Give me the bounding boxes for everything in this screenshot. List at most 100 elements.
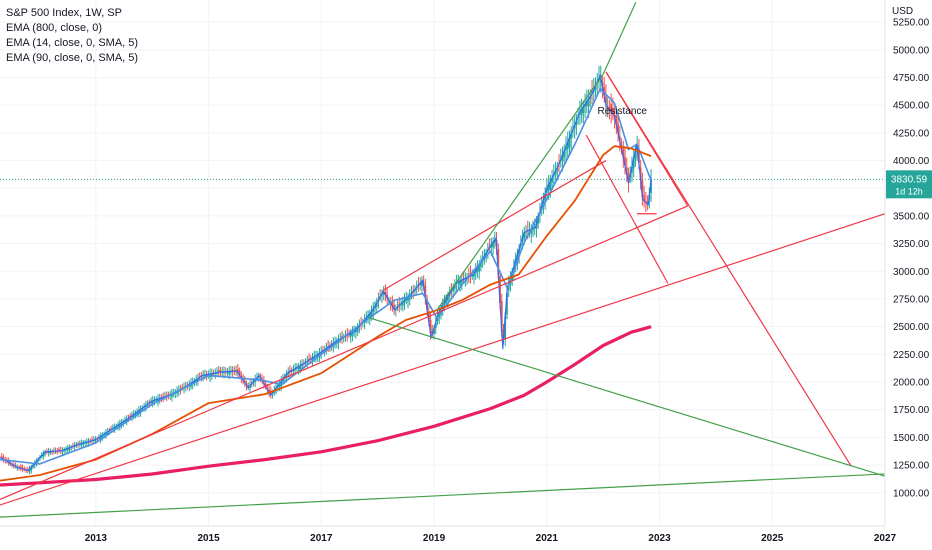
candle-body bbox=[370, 311, 373, 317]
ema800-line[interactable] bbox=[0, 325, 652, 487]
candle-body bbox=[405, 298, 408, 301]
candle-body bbox=[85, 441, 88, 444]
candle-body bbox=[19, 466, 22, 469]
candle-body bbox=[170, 393, 173, 397]
candle-body bbox=[589, 96, 592, 100]
candle-body bbox=[575, 121, 578, 125]
legend-ema14[interactable]: EMA (14, close, 0, SMA, 5) bbox=[6, 37, 139, 49]
candle-body bbox=[236, 369, 239, 373]
candle-body bbox=[643, 195, 646, 201]
candle-body bbox=[638, 149, 640, 164]
candle-body bbox=[219, 370, 222, 373]
ema14-line[interactable] bbox=[0, 87, 652, 465]
y-tick-label: 2250.00 bbox=[893, 350, 930, 361]
candle-body bbox=[622, 149, 625, 158]
candle-body bbox=[625, 167, 628, 175]
symbol-title[interactable]: S&P 500 Index, 1W, SP bbox=[6, 7, 122, 19]
candle-body bbox=[587, 99, 590, 107]
candle-body bbox=[476, 267, 479, 272]
candle-body bbox=[561, 155, 564, 161]
x-tick-label: 2025 bbox=[761, 533, 784, 544]
y-tick-label: 4000.00 bbox=[893, 156, 930, 167]
candle-body bbox=[585, 101, 588, 106]
last-price-badge: 3830.59 1d 12h bbox=[886, 170, 932, 199]
y-tick-label: 2750.00 bbox=[893, 294, 930, 305]
candle-body bbox=[398, 303, 401, 306]
candle-body bbox=[573, 125, 576, 129]
candle-body bbox=[42, 453, 45, 457]
candle-body bbox=[268, 389, 271, 393]
currency-label: USD bbox=[892, 6, 913, 17]
candle-body bbox=[368, 313, 371, 319]
candle-body bbox=[459, 280, 461, 286]
candle-body bbox=[231, 369, 234, 372]
candle-body bbox=[611, 109, 614, 115]
candle-body bbox=[624, 156, 626, 166]
candle-body bbox=[44, 451, 47, 454]
bar-countdown: 1d 12h bbox=[895, 186, 923, 196]
red-trend-line[interactable] bbox=[0, 213, 886, 506]
candle-body bbox=[158, 398, 161, 401]
red-trend-line[interactable] bbox=[383, 160, 607, 291]
candle-body bbox=[311, 357, 314, 361]
y-tick-label: 4250.00 bbox=[893, 128, 930, 139]
red-trend-line[interactable] bbox=[0, 205, 688, 500]
legend-ema800[interactable]: EMA (800, close, 0) bbox=[6, 22, 102, 34]
candle-body bbox=[401, 302, 404, 306]
green-trend-line[interactable] bbox=[602, 1, 637, 75]
candle-body bbox=[355, 330, 357, 333]
candle-body bbox=[120, 422, 123, 426]
y-tick-label: 1750.00 bbox=[893, 405, 930, 416]
candle-body bbox=[101, 435, 104, 438]
candle-body bbox=[420, 281, 423, 287]
price-line[interactable] bbox=[0, 74, 652, 472]
candle-body bbox=[278, 383, 281, 388]
candle-body bbox=[570, 133, 573, 139]
candle-body bbox=[544, 193, 547, 201]
red-trend-line[interactable] bbox=[605, 71, 852, 467]
candle-body bbox=[452, 288, 455, 291]
x-tick-label: 2015 bbox=[197, 533, 220, 544]
green-trend-line[interactable] bbox=[0, 473, 886, 518]
red-trend-line[interactable] bbox=[605, 71, 689, 207]
candle-body bbox=[646, 201, 649, 205]
candle-body bbox=[493, 239, 496, 243]
candle-body bbox=[545, 188, 548, 193]
candle-body bbox=[68, 447, 71, 450]
candle-body bbox=[485, 253, 488, 257]
candle-body bbox=[429, 319, 432, 334]
red-trend-line[interactable] bbox=[585, 134, 669, 284]
candle-body bbox=[47, 451, 50, 454]
candle-body bbox=[473, 273, 475, 277]
candle-body bbox=[374, 305, 376, 309]
candle-body bbox=[308, 358, 310, 361]
trend-lines[interactable] bbox=[0, 1, 886, 518]
candle-body bbox=[393, 305, 396, 310]
candle-body bbox=[132, 414, 135, 417]
candle-body bbox=[273, 390, 276, 393]
x-tick-label: 2013 bbox=[85, 533, 108, 544]
time-axis[interactable]: 2013 2015 2017 2019 2021 2023 2025 2027 bbox=[85, 533, 897, 544]
candle-body bbox=[532, 228, 534, 231]
candle-body bbox=[238, 370, 241, 376]
candle-body bbox=[297, 366, 300, 370]
candle-body bbox=[542, 199, 545, 207]
candle-body bbox=[264, 383, 267, 387]
candle-body bbox=[582, 106, 585, 113]
candle-body bbox=[35, 461, 38, 464]
candle-body bbox=[292, 369, 295, 372]
green-trend-line[interactable] bbox=[436, 73, 604, 311]
candle-body bbox=[504, 316, 507, 340]
price-axis[interactable]: 1000.00 1250.00 1500.00 1750.00 2000.00 2250.… bbox=[893, 18, 930, 500]
candle-body bbox=[349, 333, 352, 337]
candle-body bbox=[445, 299, 448, 304]
candle-body bbox=[641, 179, 644, 198]
legend-ema90[interactable]: EMA (90, close, 0, SMA, 5) bbox=[6, 52, 139, 64]
candle-body bbox=[474, 270, 477, 274]
x-tick-label: 2023 bbox=[648, 533, 671, 544]
y-tick-label: 4750.00 bbox=[893, 73, 930, 84]
candle-body bbox=[506, 292, 508, 315]
green-trend-line[interactable] bbox=[369, 317, 886, 477]
